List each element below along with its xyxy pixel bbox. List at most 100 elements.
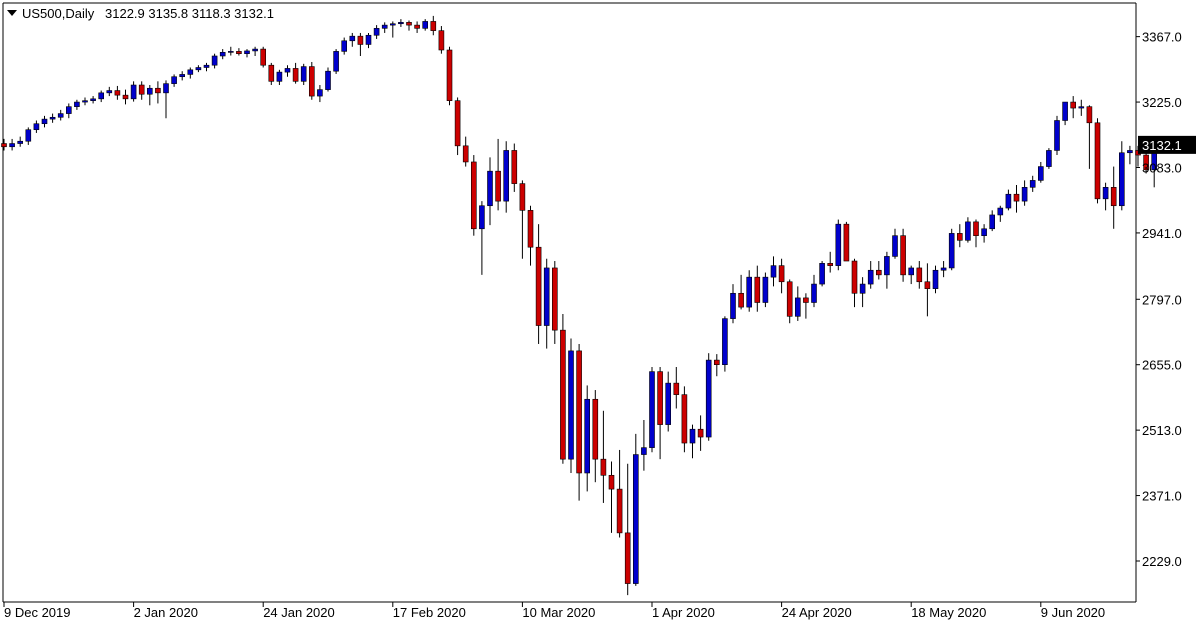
candle (770, 256, 777, 287)
candle (1005, 189, 1012, 211)
candle (738, 274, 744, 310)
candles-layer (1, 15, 1166, 596)
candle (479, 201, 485, 275)
candle (705, 353, 712, 441)
candle-body (1062, 101, 1068, 121)
candle (875, 261, 882, 280)
candle-body (1143, 154, 1149, 171)
candle-body (956, 233, 963, 241)
candle-body (446, 49, 453, 101)
candle (892, 228, 898, 259)
triangle-down-icon[interactable] (7, 10, 17, 16)
candle (1086, 105, 1093, 169)
candle (284, 65, 291, 77)
candle (349, 32, 356, 47)
candle (1038, 161, 1044, 183)
candle (859, 277, 866, 308)
candle-body (576, 350, 582, 474)
candle-body (673, 382, 680, 395)
candle (381, 22, 388, 33)
time-tick-label: 9 Jun 2020 (1041, 605, 1105, 620)
candle (973, 219, 979, 248)
candle-body (543, 267, 550, 326)
candle-body (649, 371, 655, 448)
candle (851, 258, 858, 308)
candle (867, 261, 874, 289)
candle (1078, 99, 1085, 116)
candle-body (1102, 187, 1109, 200)
candle-body (641, 447, 647, 455)
price-tick-label: 2797.0 (1142, 292, 1182, 307)
price-tick-label: 3083.0 (1142, 160, 1182, 175)
candle (300, 63, 307, 86)
candle (981, 224, 987, 243)
candle (1110, 166, 1117, 229)
time-tick-label: 2 Jan 2020 (134, 605, 198, 620)
candle-body (560, 329, 566, 460)
candle (1046, 148, 1052, 169)
time-tick-label: 24 Apr 2020 (782, 605, 852, 620)
candle (649, 367, 655, 453)
candle-body (738, 292, 744, 308)
candle-body (827, 263, 834, 266)
candle-body (778, 265, 785, 283)
price-tick-label: 2513.0 (1142, 423, 1182, 438)
candle (163, 80, 169, 119)
candle-body (584, 398, 591, 474)
price-tick-label: 3367.0 (1142, 30, 1182, 45)
candle (122, 89, 129, 105)
candle-body (130, 84, 137, 100)
candle-body (1013, 193, 1020, 202)
candle (1119, 141, 1125, 211)
candle (803, 293, 809, 319)
candle (373, 25, 380, 39)
price-tick-label: 2371.0 (1142, 489, 1182, 504)
candle (551, 261, 558, 344)
candle-body (317, 89, 323, 97)
candle (98, 90, 104, 103)
candle-body (1029, 180, 1036, 188)
candle (49, 113, 56, 123)
candle (236, 48, 242, 56)
price-tick-label: 2655.0 (1142, 358, 1182, 373)
candle-body (746, 276, 753, 308)
candle (74, 99, 80, 110)
candle (884, 251, 890, 289)
candle-body (843, 223, 850, 262)
candle (308, 61, 315, 100)
candle (608, 461, 615, 533)
candle-body (1070, 101, 1076, 109)
candle-body (276, 71, 283, 82)
candle (665, 371, 672, 432)
candle (681, 386, 688, 453)
candle-body (406, 22, 412, 26)
candle-body (657, 371, 663, 425)
candle-body (867, 269, 874, 285)
candle (746, 270, 753, 312)
candle (713, 354, 720, 377)
candle-body (1119, 152, 1125, 207)
candle-body (41, 118, 48, 125)
candle (260, 46, 267, 68)
candle-body (495, 170, 501, 202)
candle (543, 258, 550, 349)
ohlc-readout: 3122.9 3135.8 3118.3 3132.1 (105, 6, 274, 21)
candle-body (1054, 120, 1060, 151)
candle-body (851, 260, 858, 294)
candle-body (665, 382, 672, 425)
candle-body (398, 22, 404, 25)
candle-body (535, 246, 542, 326)
candle (560, 314, 566, 464)
candle (843, 221, 850, 262)
candle-body (705, 359, 712, 438)
candle (819, 261, 825, 287)
candle-body (203, 64, 210, 68)
candle (33, 120, 40, 133)
candle-body (252, 48, 258, 52)
candle (900, 228, 906, 282)
candle (616, 449, 623, 538)
candle (138, 81, 145, 100)
candle-body (82, 100, 88, 103)
candle (90, 96, 96, 104)
